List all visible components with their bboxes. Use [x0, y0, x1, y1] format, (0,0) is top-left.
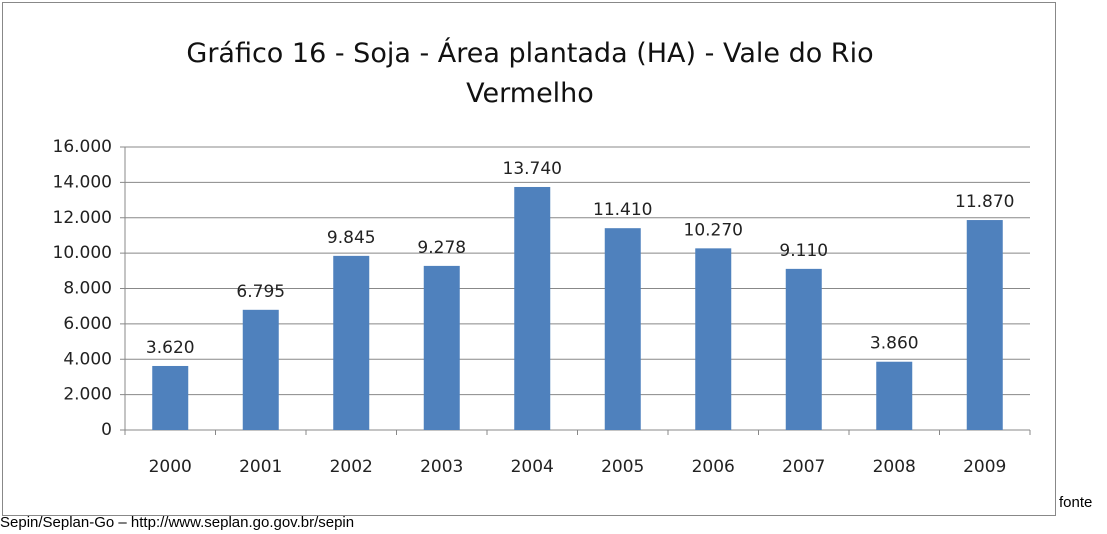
y-tick-label: 10.000	[53, 243, 112, 263]
x-tick-label: 2006	[692, 457, 735, 477]
data-label: 6.795	[236, 282, 285, 302]
data-label: 10.270	[684, 220, 743, 240]
bar	[423, 265, 460, 430]
data-label: 9.110	[779, 241, 828, 261]
caption-label: fonte	[1059, 494, 1093, 511]
bar	[152, 365, 189, 430]
bar	[242, 309, 279, 430]
data-label: 3.620	[146, 338, 195, 358]
y-tick-label: 8.000	[63, 279, 112, 299]
chart-title: Gráfico 16 - Soja - Área plantada (HA) -…	[186, 38, 874, 109]
data-label: 11.870	[955, 192, 1014, 212]
y-tick-label: 14.000	[53, 172, 112, 192]
data-label: 13.740	[503, 159, 562, 179]
bar	[604, 228, 641, 430]
x-tick-label: 2000	[149, 457, 192, 477]
data-label: 11.410	[593, 200, 652, 220]
bar	[695, 248, 732, 430]
data-label: 3.860	[870, 334, 919, 354]
y-tick-label: 6.000	[63, 314, 112, 334]
x-tick-label: 2003	[420, 457, 463, 477]
y-tick-label: 4.000	[63, 349, 112, 369]
bar	[333, 255, 370, 430]
y-tick-label: 16.000	[53, 137, 112, 157]
x-tick-label: 2002	[330, 457, 373, 477]
x-tick-label: 2009	[963, 457, 1006, 477]
data-label: 9.278	[417, 238, 466, 258]
bar	[514, 186, 551, 430]
x-tick-label: 2004	[511, 457, 554, 477]
caption-source: Sepin/Seplan-Go – http://www.seplan.go.g…	[0, 514, 355, 531]
bar	[966, 220, 1003, 430]
y-tick-label: 12.000	[53, 208, 112, 228]
data-label: 9.845	[327, 228, 376, 248]
bar	[876, 361, 913, 430]
x-tick-label: 2001	[239, 457, 282, 477]
x-tick-label: 2007	[782, 457, 825, 477]
x-tick-label: 2005	[601, 457, 644, 477]
y-tick-label: 0	[101, 420, 112, 440]
bar	[785, 268, 822, 430]
y-tick-label: 2.000	[63, 385, 112, 405]
x-tick-label: 2008	[873, 457, 916, 477]
